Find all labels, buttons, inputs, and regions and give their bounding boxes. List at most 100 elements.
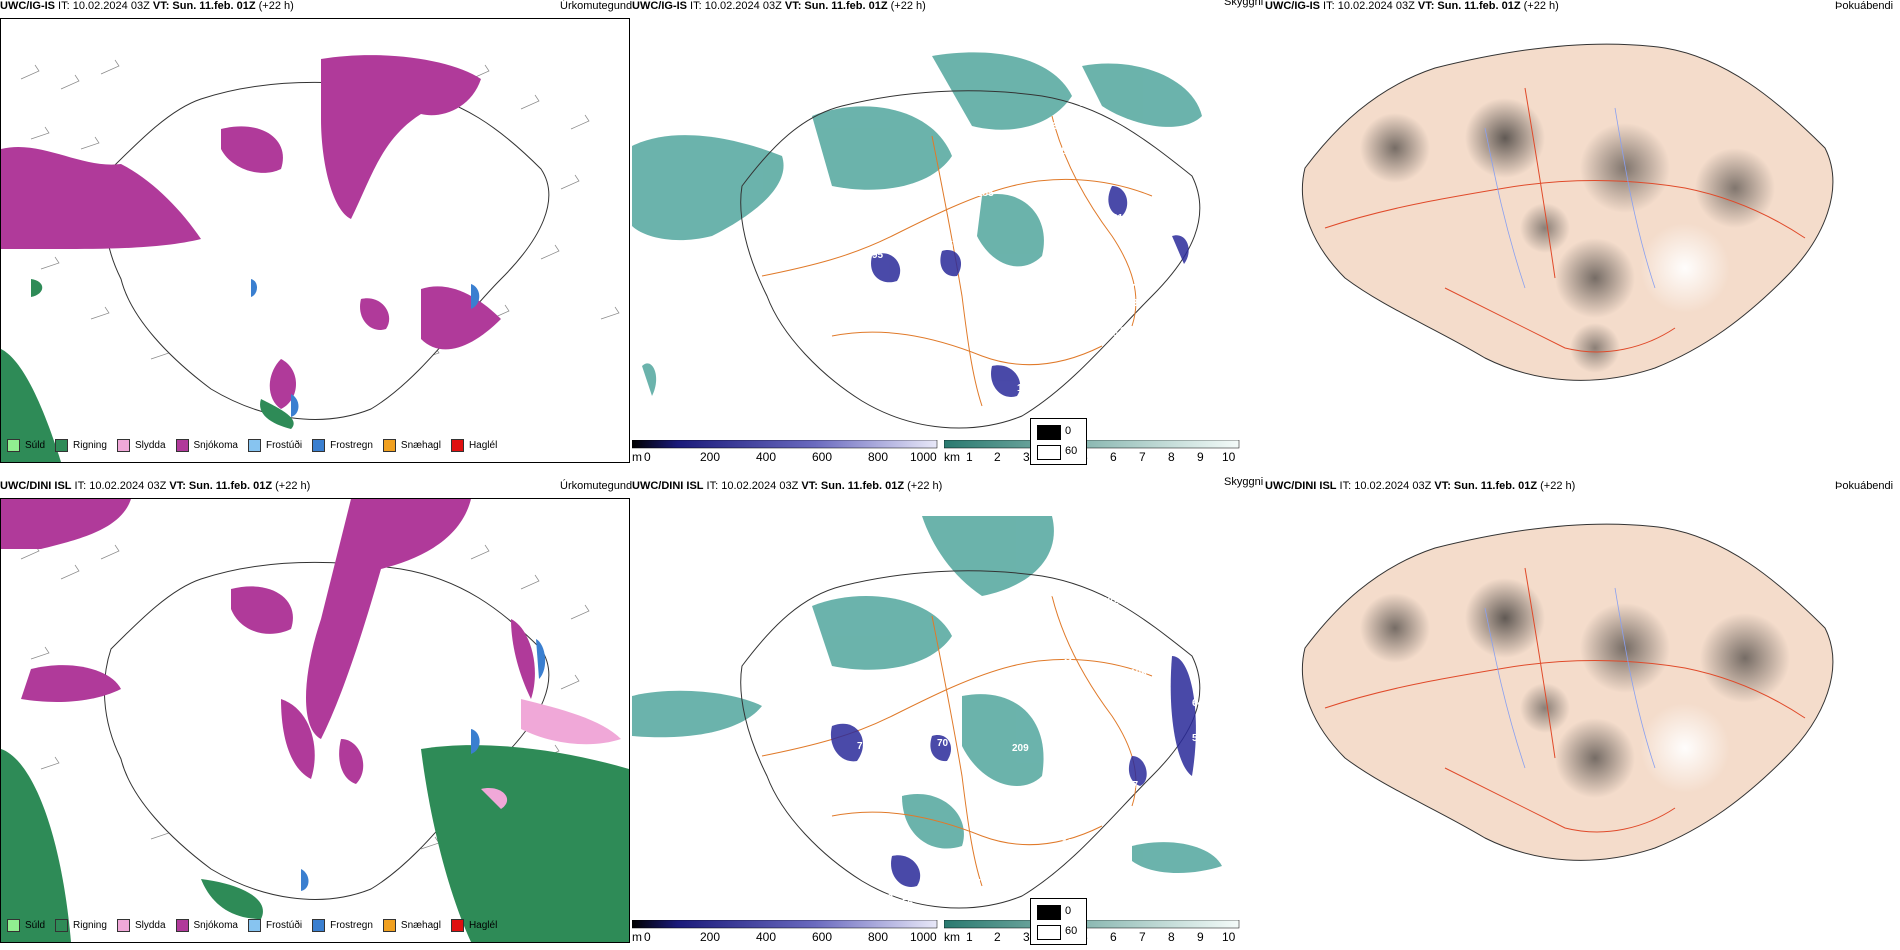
fog-legend-swatch-light [1037, 925, 1061, 940]
precip-snow [1, 55, 501, 409]
precip-sleet [481, 699, 621, 809]
vis-value-label: 212 [934, 868, 951, 879]
vis-fog-teal [632, 52, 1202, 396]
vis-value-label: 58 [1012, 420, 1024, 431]
legend-item: Snæhagl [382, 439, 441, 452]
fog-map[interactable] [1265, 28, 1895, 428]
legend-swatch [247, 439, 261, 452]
vis-scale-km-bar [944, 440, 1240, 449]
legend-item: Snjókoma [175, 919, 238, 932]
fog-legend-swatch-dark [1037, 425, 1061, 440]
precip-panel: UWC/DINI ISL IT: 10.02.2024 03Z VT: Sun.… [0, 480, 632, 943]
scale-tick: 600 [812, 930, 833, 944]
precip-legend: Súld Rigning Slydda Snjókoma Frostúði Fr… [7, 919, 497, 932]
legend-swatch [175, 439, 189, 452]
fog-legend: 0 60 [1030, 898, 1087, 945]
vis-value-label: 222 [1102, 596, 1119, 607]
vis-value-label: 20 [864, 378, 876, 389]
vis-value-label: 95 [872, 250, 884, 261]
vis-value-label: 57 [957, 418, 969, 429]
legend-swatch [55, 919, 69, 932]
precip-panel: UWC/IG-IS IT: 10.02.2024 03Z VT: Sun. 11… [0, 0, 632, 463]
row-ig-is: UWC/IG-IS IT: 10.02.2024 03Z VT: Sun. 11… [0, 0, 1900, 470]
legend-item: Frostúði [247, 919, 302, 932]
panel-header: UWC/IG-IS IT: 10.02.2024 03Z VT: Sun. 11… [632, 0, 926, 12]
precip-map[interactable]: Súld Rigning Slydda Snjókoma Frostúði Fr… [0, 498, 630, 943]
scale-tick: 10 [1222, 930, 1236, 944]
vis-value-label: 93 [1127, 298, 1139, 309]
vis-value-label: 72 [1095, 810, 1107, 821]
vis-fog-teal [632, 516, 1222, 873]
legend-item: Slydda [116, 439, 166, 452]
panel-header: UWC/DINI ISL IT: 10.02.2024 03Z VT: Sun.… [0, 480, 311, 492]
vis-scale-m: m 0 200 400 600 800 1000 [632, 920, 942, 944]
scale-unit: m [632, 930, 642, 944]
wind-barbs [20, 59, 620, 360]
vis-value-label: 117 [1087, 318, 1104, 329]
vis-scale-m-bar [632, 920, 938, 929]
vis-value-label: 74 [1110, 796, 1122, 807]
legend-item: Rigning [55, 439, 107, 452]
scale-tick: 1 [966, 930, 973, 944]
vis-scale-km-bar [944, 920, 1240, 929]
legend-swatch [7, 439, 20, 452]
rivers [1484, 107, 1656, 289]
fog-legend-label: 0 [1065, 425, 1072, 437]
scale-tick: 800 [868, 930, 889, 944]
vis-low-blue [871, 186, 1189, 397]
legend-swatch [312, 439, 326, 452]
legend-swatch [116, 439, 130, 452]
precip-map-svg [1, 499, 629, 942]
vis-value-label: 108 [1132, 653, 1149, 664]
vis-value-label: 79 [747, 568, 759, 579]
legend-swatch [450, 919, 464, 932]
panel-header: UWC/DINI ISL IT: 10.02.2024 03Z VT: Sun.… [632, 480, 943, 492]
fog-legend: 0 60 [1030, 418, 1087, 465]
vis-value-label: 143 [1000, 604, 1017, 615]
legend-item: Frostúði [247, 439, 302, 452]
scale-tick: 7 [1139, 930, 1146, 944]
precip-rain [1, 745, 629, 942]
scale-tick: 200 [700, 930, 721, 944]
fog-legend-swatch-dark [1037, 905, 1061, 920]
visibility-panel: UWC/IG-IS IT: 10.02.2024 03Z VT: Sun. 11… [632, 0, 1263, 464]
legend-swatch [312, 919, 326, 932]
legend-item: Haglél [450, 439, 497, 452]
scale-tick: 7 [1139, 450, 1146, 464]
precip-snow [1, 499, 535, 784]
fog-panel: UWC/IG-IS IT: 10.02.2024 03Z VT: Sun. 11… [1030, 0, 1895, 465]
vis-value-label: 209 [1012, 743, 1029, 754]
vis-value-label: 64 [1192, 698, 1204, 709]
vis-value-label: 86 [1090, 233, 1102, 244]
legend-swatch [55, 439, 69, 452]
vis-value-label: 113 [1062, 838, 1079, 849]
fog-legend-label: 0 [1065, 905, 1072, 917]
scale-tick: 800 [868, 450, 889, 464]
vis-value-label: 58 [1192, 733, 1204, 744]
fog-map[interactable] [1265, 508, 1895, 908]
vis-value-label: 185 [977, 188, 994, 199]
vis-value-label: 216 [1026, 153, 1043, 164]
fog-shading [1360, 578, 1790, 798]
precip-map[interactable]: Súld Rigning Slydda Snjókoma Frostúði Fr… [0, 18, 630, 463]
iceland-outline [740, 90, 1201, 429]
precip-title: Úrkomutegund [560, 480, 633, 492]
scale-unit: m [632, 450, 642, 464]
rivers [1484, 587, 1656, 769]
scale-unit: km [944, 450, 960, 464]
legend-item: Frostregn [312, 439, 373, 452]
visibility-map[interactable]: 9969907037169575305310321216508570577166… [632, 36, 1262, 446]
vis-scale-km: km 1 2 3 4 5 6 7 8 9 10 [944, 920, 1244, 944]
scale-tick: 2 [994, 930, 1001, 944]
vis-value-label: 157 [782, 573, 799, 584]
legend-swatch [382, 439, 396, 452]
scale-tick: 8 [1168, 930, 1175, 944]
vis-low-blue [830, 656, 1196, 887]
vis-value-label: 321 [1102, 620, 1119, 631]
vis-value-label: 113 [1087, 333, 1104, 344]
legend-swatch [450, 439, 464, 452]
scale-tick: 200 [700, 450, 721, 464]
vis-scale-m-bar [632, 440, 938, 449]
